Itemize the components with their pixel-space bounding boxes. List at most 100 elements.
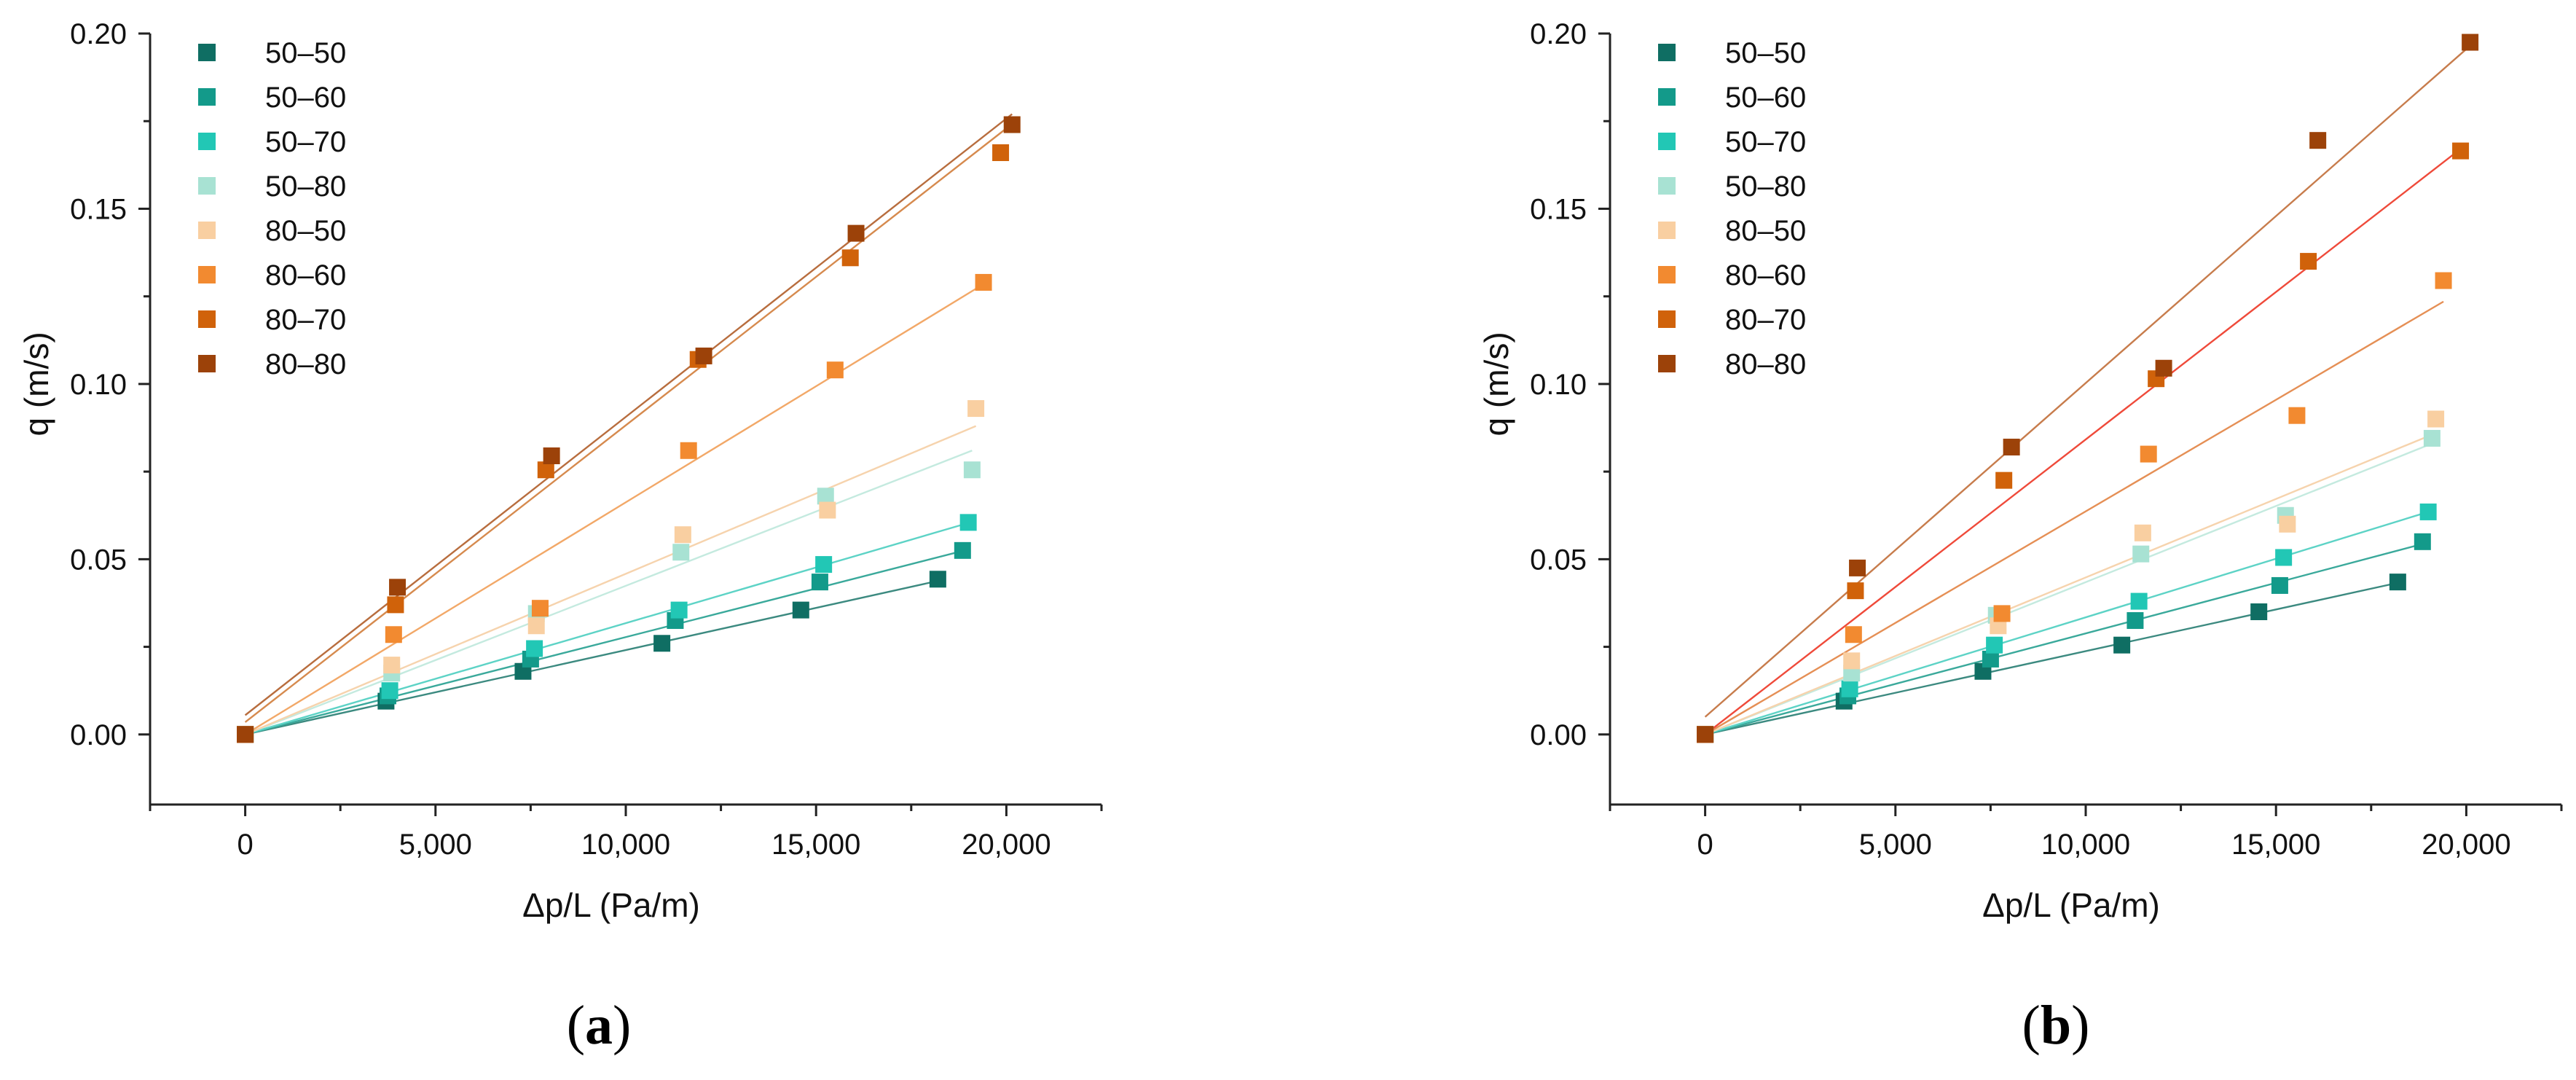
chart-b-legend-label-5: 80–50	[1725, 215, 1806, 247]
chart-a-legend-label-2: 50–60	[265, 82, 346, 114]
chart-a-series-6-point-2	[385, 626, 402, 643]
chart-a-series-5-point-4	[674, 526, 691, 544]
chart-b-series-3-point-6	[2419, 503, 2437, 520]
chart-a-series-2-point-6	[954, 541, 971, 559]
chart-a-fit-line-2	[245, 549, 965, 735]
chart-a-legend-swatch-1	[198, 44, 216, 61]
chart-a-y-tick-label: 0.20	[70, 18, 127, 50]
chart-b-series-3-point-4	[2130, 592, 2148, 610]
chart-a-series-6-point-4	[680, 442, 697, 459]
chart-a-legend-label-1: 50–50	[265, 37, 346, 69]
chart-a-series-3-point-5	[815, 556, 833, 574]
chart-b-series-6-point-6	[2435, 272, 2452, 289]
chart-a-legend-swatch-3	[198, 133, 216, 150]
chart-b-series-7-point-3	[1995, 471, 2013, 489]
chart-a-series-5-point-5	[819, 501, 836, 519]
chart-b-series-1-point-4	[2113, 636, 2131, 654]
chart-b-series-8-point-5	[2309, 132, 2327, 149]
chart-a-legend-label-7: 80–70	[265, 304, 346, 336]
chart-b-series-6-point-5	[2288, 407, 2306, 424]
chart-b-series-6-point-4	[2140, 445, 2157, 463]
chart-a-legend-label-8: 80–80	[265, 348, 346, 380]
chart-a-series-7-point-3	[537, 461, 554, 479]
chart-a-x-tick-label: 0	[237, 829, 253, 861]
chart-b-fit-line-8	[1704, 44, 2471, 718]
chart-b-legend-swatch-2	[1658, 88, 1676, 106]
chart-b-series-4-point-6	[2423, 429, 2440, 447]
panel-label-b-letter: b	[2041, 995, 2071, 1056]
chart-a-series-8-point-4	[695, 347, 712, 364]
chart-a-series-3-point-6	[959, 514, 977, 531]
chart-b-legend-label-6: 80–60	[1725, 259, 1806, 291]
chart-b-legend-label-8: 80–80	[1725, 348, 1806, 380]
chart-a-fit-line-3	[245, 521, 971, 735]
chart-b-series-8-point-1	[1697, 726, 1714, 743]
chart-a-series-7-point-5	[841, 249, 859, 267]
chart-a-series-4-point-5	[817, 488, 834, 505]
chart-a-series-6-point-5	[826, 361, 844, 379]
chart-b-fit-line-2	[1705, 542, 2425, 735]
chart-b-series-2-point-6	[2414, 533, 2431, 550]
chart-a-series-1-point-5	[792, 601, 809, 619]
chart-b-series-2-point-5	[2271, 576, 2288, 594]
chart-b-x-tick-label: 15,000	[2231, 829, 2320, 861]
chart-a-series-8-point-2	[389, 579, 407, 596]
chart-b-y-axis-title: q (m/s)	[1477, 332, 1515, 436]
chart-a-fit-line-6	[244, 283, 984, 735]
chart-a-x-tick-label: 20,000	[962, 829, 1051, 861]
chart-a-legend-swatch-5	[198, 222, 216, 239]
chart-a-x-tick-label: 5,000	[399, 829, 472, 861]
chart-a-series-1-point-6	[929, 571, 946, 588]
chart-a-series-7-point-2	[387, 596, 404, 614]
chart-a-series-1-point-4	[653, 635, 671, 652]
chart-b-series-6-point-2	[1845, 626, 1862, 643]
chart-b-series-2-point-4	[2127, 612, 2144, 630]
chart-b-legend-swatch-1	[1658, 44, 1676, 61]
chart-b-y-tick-label: 0.05	[1530, 544, 1587, 576]
chart-b-series-3-point-2	[1841, 680, 1858, 697]
chart-a-series-8-point-1	[237, 726, 254, 743]
chart-a-fit-line-4	[245, 450, 973, 735]
chart-a-y-tick-label: 0.05	[70, 544, 127, 576]
chart-b-legend-swatch-5	[1658, 222, 1676, 239]
chart-a-legend-label-4: 50–80	[265, 171, 346, 203]
chart-a-series-5-point-6	[967, 400, 985, 418]
chart-b-fit-line-7	[1704, 146, 2463, 735]
chart-b-fit-line-3	[1705, 511, 2429, 735]
chart-b-series-8-point-2	[1849, 559, 1866, 576]
chart-b-series-8-point-3	[2003, 438, 2020, 455]
chart-b-series-8-point-4	[2155, 359, 2172, 377]
chart-b-series-8-point-6	[2462, 34, 2479, 51]
chart-a-series-2-point-5	[811, 574, 828, 591]
chart-a-y-tick-label: 0.00	[70, 719, 127, 751]
chart-a-series-4-point-4	[672, 544, 690, 561]
chart-a-fit-line-7	[244, 129, 1005, 723]
chart-a-series-4-point-6	[963, 461, 981, 479]
chart-b-legend-swatch-3	[1658, 133, 1676, 150]
chart-a-legend-swatch-2	[198, 88, 216, 106]
chart-b-y-tick-label: 0.20	[1530, 18, 1587, 50]
chart-b-series-7-point-6	[2452, 142, 2470, 160]
panel-label-a: (a)	[567, 995, 632, 1056]
chart-a-y-tick-label: 0.10	[70, 369, 127, 401]
chart-b-legend-label-4: 50–80	[1725, 171, 1806, 203]
chart-b-legend-label-2: 50–60	[1725, 82, 1806, 114]
chart-a-fit-line-8	[244, 113, 1013, 716]
chart-b-y-tick-label: 0.00	[1530, 719, 1587, 751]
chart-b-series-5-point-4	[2134, 524, 2151, 541]
chart-b-series-5-point-6	[2427, 410, 2445, 428]
chart-b-fit-line-6	[1704, 300, 2444, 735]
chart-b-series-1-point-6	[2389, 574, 2406, 591]
chart-b-legend-swatch-6	[1658, 266, 1676, 283]
chart-b-series-6-point-3	[1993, 605, 2011, 622]
chart-b-series-3-point-3	[1986, 636, 2003, 654]
chart-b-legend-swatch-7	[1658, 310, 1676, 328]
chart-b-x-axis-title: Δp/L (Pa/m)	[1982, 886, 2160, 924]
chart-b-series-5-point-2	[1843, 652, 1861, 670]
chart-a-legend-swatch-6	[198, 266, 216, 283]
chart-b-legend-swatch-8	[1658, 355, 1676, 372]
chart-a-x-axis-title: Δp/L (Pa/m)	[522, 886, 700, 924]
chart-a-fit-line-5	[245, 425, 977, 735]
